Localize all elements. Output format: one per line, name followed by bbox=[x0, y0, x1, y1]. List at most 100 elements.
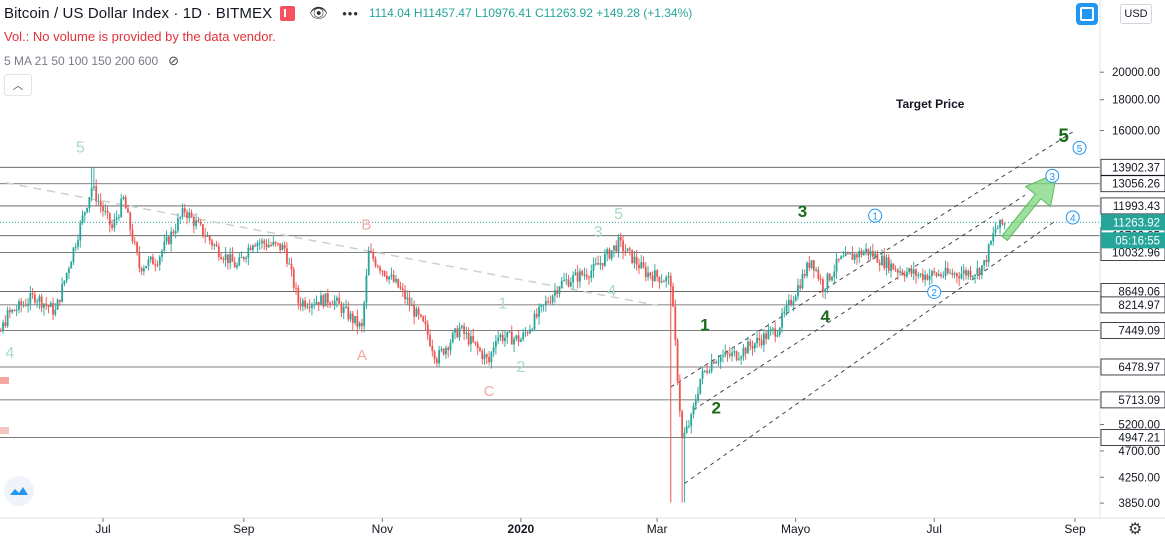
candle-body bbox=[317, 301, 320, 306]
candle-body bbox=[749, 341, 752, 347]
eye-off-icon[interactable]: ⊘ bbox=[168, 53, 180, 68]
price-tick-label: 5200.00 bbox=[1118, 420, 1160, 432]
candle-body bbox=[270, 245, 272, 247]
candle-body bbox=[583, 274, 586, 276]
candle-body bbox=[760, 340, 763, 346]
candle-body bbox=[622, 240, 624, 252]
candle-body bbox=[290, 263, 293, 270]
candle-body bbox=[197, 220, 200, 222]
candle-body bbox=[129, 212, 132, 230]
level-tag-box bbox=[1100, 296, 1165, 314]
candle-body bbox=[867, 248, 870, 256]
candle-body bbox=[474, 341, 477, 344]
candle-body bbox=[569, 282, 572, 287]
candle-body bbox=[417, 308, 420, 315]
candle-body bbox=[513, 338, 515, 345]
candle-body bbox=[90, 187, 93, 198]
candle-body bbox=[540, 304, 543, 307]
candle-body bbox=[744, 347, 747, 354]
candle-body bbox=[803, 273, 806, 276]
candle-body bbox=[360, 323, 363, 327]
candle-body bbox=[674, 306, 677, 341]
candle-body bbox=[676, 340, 679, 382]
candle-body bbox=[410, 305, 413, 307]
candle-body bbox=[149, 256, 152, 260]
candle-body bbox=[165, 236, 168, 242]
candle-body bbox=[156, 264, 159, 266]
candle-body bbox=[370, 251, 372, 253]
candle-body bbox=[999, 219, 1001, 228]
flag-icon[interactable] bbox=[280, 5, 296, 21]
candle-body bbox=[65, 272, 68, 281]
candle-body bbox=[681, 411, 684, 439]
candle-body bbox=[320, 295, 322, 306]
candle-body bbox=[74, 246, 77, 248]
candle-body bbox=[163, 241, 166, 251]
symbol-header[interactable]: Bitcoin / US Dollar Index · 1D · BITMEX … bbox=[4, 3, 692, 23]
candle-body bbox=[603, 254, 606, 266]
price-axis: 20000.0018000.0016000.005200.004700.0042… bbox=[0, 0, 1165, 518]
candle-body bbox=[11, 309, 14, 313]
candle-body bbox=[533, 313, 536, 330]
candle-body bbox=[928, 275, 931, 280]
time-tick-label: Sep bbox=[1064, 522, 1086, 536]
layout-icon[interactable] bbox=[1076, 3, 1098, 25]
candle-body bbox=[931, 271, 933, 276]
candle-body bbox=[740, 356, 743, 359]
candle-body bbox=[996, 227, 999, 229]
ma-legend[interactable]: 5 MA 21 50 100 150 200 600 ⊘ bbox=[4, 53, 179, 69]
currency-button[interactable]: USD bbox=[1120, 4, 1152, 24]
eye-icon[interactable]: 👁 bbox=[309, 5, 329, 22]
horizontal-levels bbox=[0, 166, 1100, 438]
candle-body bbox=[68, 268, 70, 273]
candle-body bbox=[644, 266, 647, 278]
candle-body bbox=[742, 347, 745, 357]
candle-body bbox=[108, 212, 111, 225]
candle-body bbox=[422, 316, 425, 322]
candle-body bbox=[824, 288, 827, 293]
tradingview-logo-icon[interactable] bbox=[4, 476, 34, 506]
candle-body bbox=[367, 251, 370, 276]
candle-body bbox=[710, 361, 713, 372]
candle-body bbox=[424, 321, 427, 325]
wave-circle-label: 3 bbox=[1050, 172, 1056, 183]
candle-body bbox=[942, 275, 945, 277]
candle-body bbox=[54, 309, 57, 315]
wave-label: 5 bbox=[1058, 126, 1069, 147]
candle-body bbox=[299, 303, 302, 307]
level-tag-box bbox=[1100, 322, 1165, 339]
candle-body bbox=[1001, 219, 1004, 225]
wave-circle bbox=[1072, 140, 1087, 155]
candle-body bbox=[810, 260, 813, 268]
candle-body bbox=[737, 358, 740, 360]
candle-body bbox=[706, 370, 708, 373]
countdown-tag bbox=[1101, 232, 1165, 249]
price-tick-label: 18000.00 bbox=[1112, 95, 1160, 107]
candle-body bbox=[95, 186, 98, 202]
candle-body bbox=[601, 262, 604, 266]
candle-body bbox=[987, 244, 990, 263]
candle-body bbox=[354, 316, 356, 323]
candle-body bbox=[347, 306, 350, 320]
symbol-title[interactable]: Bitcoin / US Dollar Index · 1D · BITMEX bbox=[4, 4, 273, 22]
candle-body bbox=[822, 279, 824, 293]
candle-body bbox=[719, 356, 722, 362]
gear-icon[interactable]: ⚙ bbox=[1128, 521, 1143, 538]
candle-body bbox=[261, 240, 263, 243]
candle-body bbox=[726, 352, 729, 354]
chevron-up-icon[interactable]: ︿ bbox=[4, 74, 32, 96]
candle-body bbox=[215, 244, 218, 247]
candle-body bbox=[626, 248, 629, 252]
candle-body bbox=[762, 333, 765, 346]
candle-body bbox=[828, 273, 831, 281]
candle-body bbox=[81, 215, 84, 223]
wave-label: 1 bbox=[498, 296, 507, 313]
wave-circle-label: 1 bbox=[872, 212, 878, 223]
candle-body bbox=[426, 324, 429, 335]
candle-body bbox=[247, 247, 250, 258]
more-dots-icon[interactable]: ••• bbox=[342, 5, 359, 21]
wave-label: 3 bbox=[594, 224, 603, 241]
candle-body bbox=[236, 265, 238, 268]
